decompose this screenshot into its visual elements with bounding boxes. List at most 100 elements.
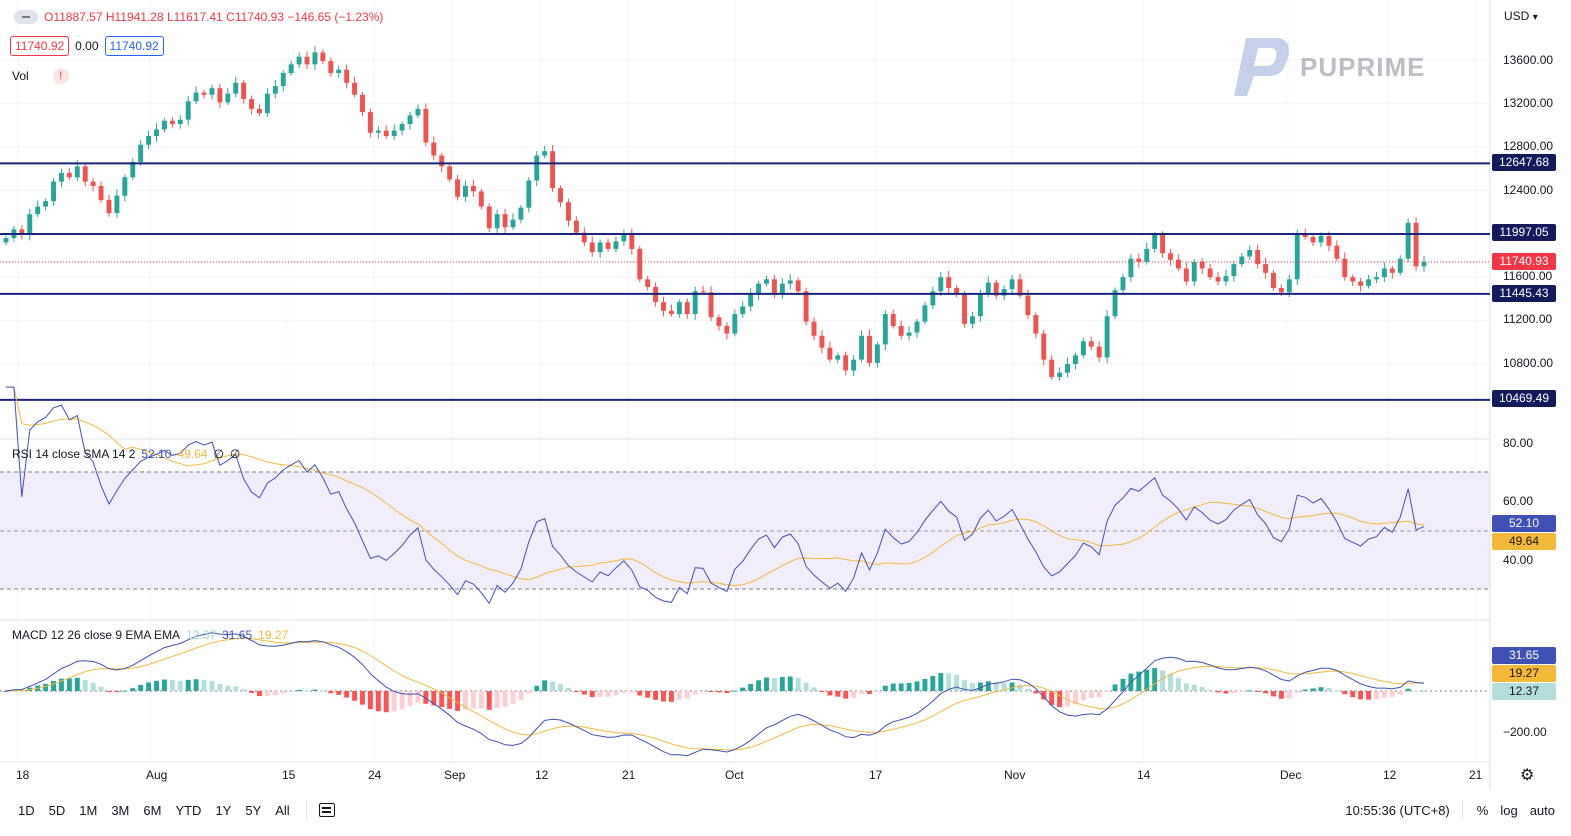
candle-body — [1223, 276, 1229, 282]
rsi-sma-value: 49.64 — [177, 447, 208, 461]
candle-body — [1231, 264, 1237, 277]
macd-histogram-bar — [811, 687, 817, 691]
macd-histogram-bar — [494, 691, 500, 708]
candle-body — [898, 326, 904, 336]
candle-body — [423, 108, 429, 143]
macd-histogram-bar — [1057, 691, 1063, 708]
currency-label: USD — [1504, 9, 1530, 23]
timeframe-1d[interactable]: 1D — [18, 802, 35, 818]
timeframe-all[interactable]: All — [275, 802, 290, 818]
time-axis-label: Oct — [725, 768, 744, 782]
time-axis-label: Nov — [1004, 768, 1026, 782]
bid-button[interactable]: 11740.92 — [10, 36, 70, 56]
candle-body — [1199, 261, 1205, 269]
date-range-icon[interactable] — [318, 803, 335, 817]
candle-body — [209, 88, 215, 95]
candle-body — [328, 61, 334, 74]
macd-histogram-bar — [1247, 690, 1253, 692]
time-axis-label: 21 — [1469, 768, 1483, 782]
candle-body — [1366, 279, 1372, 286]
percent-scale-button[interactable]: % — [1476, 802, 1489, 818]
candle-body — [367, 112, 373, 133]
macd-histogram-bar — [740, 687, 746, 691]
log-scale-button[interactable]: log — [1500, 802, 1518, 818]
macd-histogram-bar — [209, 680, 215, 691]
candle-body — [684, 302, 690, 315]
candle-body — [478, 191, 484, 207]
macd-histogram-bar — [1009, 682, 1015, 691]
macd-histogram-bar — [352, 691, 358, 701]
candle-body — [1294, 234, 1300, 280]
price-axis-label: 10800.00 — [1503, 356, 1554, 370]
candle-body — [3, 238, 9, 243]
chart-canvas[interactable] — [0, 0, 1571, 790]
macd-histogram-bar — [589, 691, 595, 698]
macd-histogram-bar — [993, 682, 999, 691]
candle-body — [1278, 288, 1284, 293]
horizontal-levels[interactable] — [0, 162, 1490, 401]
candle-body — [463, 185, 468, 197]
candle-body — [1112, 290, 1118, 317]
candle-body — [320, 52, 326, 62]
timeframe-1m[interactable]: 1M — [79, 802, 98, 818]
candle-body — [264, 93, 270, 114]
timeframe-6m[interactable]: 6M — [143, 802, 162, 818]
candle-body — [1096, 346, 1102, 358]
candle-body — [930, 291, 936, 306]
candle-body — [1120, 277, 1126, 291]
candle-body — [1009, 279, 1015, 290]
collapse-toggle[interactable] — [14, 10, 38, 24]
ask-button[interactable]: 11740.92 — [104, 36, 164, 56]
timeframe-ytd[interactable]: YTD — [175, 802, 202, 818]
macd-histogram-bar — [1072, 691, 1078, 705]
macd-histogram-bar — [161, 679, 167, 691]
timeframe-5d[interactable]: 5D — [48, 802, 66, 818]
clock-display[interactable]: 10:55:36 (UTC+8) — [1345, 802, 1450, 818]
candle-body — [312, 52, 318, 65]
macd-histogram-bar — [288, 691, 294, 692]
candle-body — [304, 56, 310, 65]
timeframe-3m[interactable]: 3M — [111, 802, 130, 818]
candle-body — [66, 172, 72, 178]
rsi-legend: RSI 14 close SMA 14 2 52.10 49.64 ∅ ∅ — [12, 447, 240, 461]
candle-body — [1413, 222, 1419, 267]
macd-histogram-bar — [1397, 691, 1403, 695]
candle-body — [1302, 234, 1308, 237]
candle-body — [1207, 268, 1213, 278]
timeframe-1y[interactable]: 1Y — [215, 802, 232, 818]
rsi-lines — [6, 386, 1425, 605]
currency-selector[interactable]: USD ▾ — [1504, 9, 1538, 23]
macd-histogram-bar — [779, 677, 785, 691]
macd-histogram-bar — [827, 691, 833, 696]
macd-histogram-bar — [914, 681, 920, 691]
price-axis-label: 12800.00 — [1503, 139, 1554, 153]
candle-body — [1128, 258, 1134, 278]
candle-body — [1350, 277, 1356, 282]
macd-histogram-bar — [66, 678, 72, 691]
macd-histogram-bar — [1374, 691, 1379, 700]
candle-body — [185, 101, 191, 120]
auto-scale-button[interactable]: auto — [1529, 802, 1555, 818]
candle-body — [661, 302, 666, 311]
rsi-extra-2: ∅ — [229, 447, 241, 461]
macd-histogram-bar — [1389, 691, 1395, 697]
candle-body — [581, 232, 587, 243]
candle-body — [970, 316, 975, 324]
settings-gear-icon[interactable]: ⚙ — [1520, 767, 1535, 784]
macd-histogram-bar — [1231, 691, 1237, 693]
candle-body — [1334, 245, 1340, 259]
macd-histogram-bar — [621, 691, 627, 693]
time-axis-label: 15 — [282, 768, 296, 782]
candle-body — [756, 283, 762, 295]
macd-histogram-bar — [1255, 691, 1261, 692]
macd-histogram-bar — [1271, 691, 1276, 697]
brand-watermark: PUPRIME — [1232, 36, 1425, 98]
macd-histogram-bar — [447, 691, 453, 709]
timeframe-5y[interactable]: 5Y — [245, 802, 262, 818]
macd-histogram-bar — [114, 691, 120, 693]
macd-histogram-bar — [304, 690, 310, 692]
candle-body — [573, 220, 579, 233]
volume-alert-icon[interactable]: ! — [52, 68, 69, 84]
macd-histogram-bar — [645, 691, 651, 698]
macd-histogram-bar — [1350, 691, 1356, 698]
